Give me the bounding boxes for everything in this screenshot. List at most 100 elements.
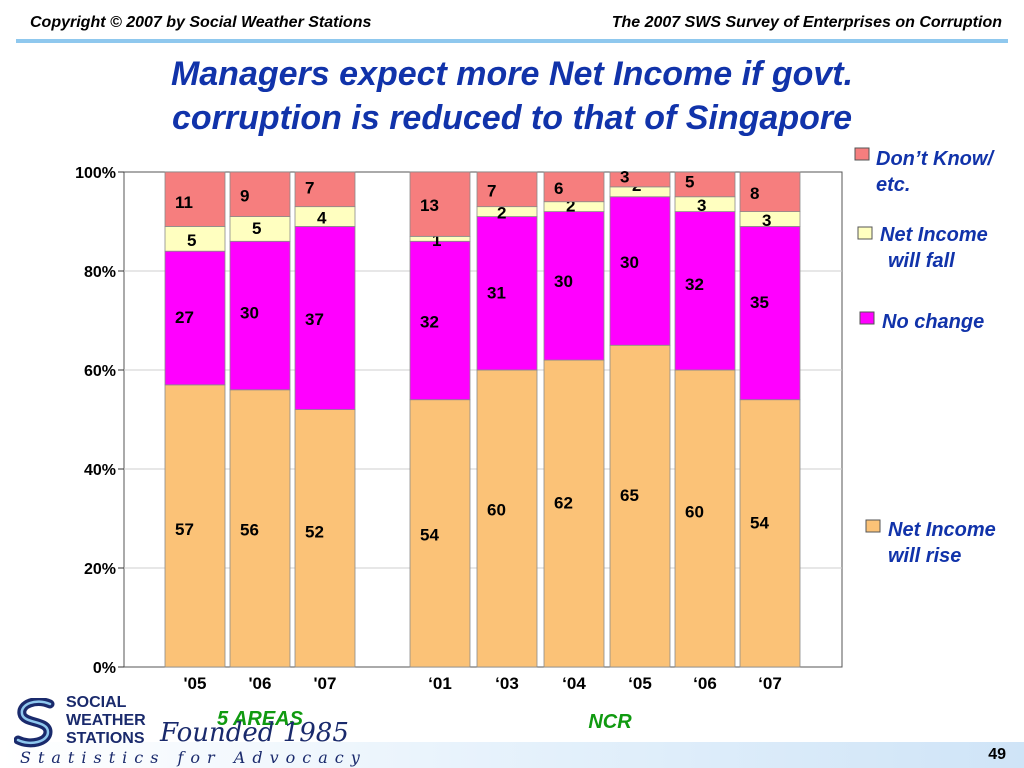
data-label: 52 [305,522,324,541]
data-label: 3 [620,167,629,186]
y-tick-label: 100% [75,165,116,182]
bar-segment [294,226,356,410]
page-number: 49 [988,746,1006,763]
bar-segment [543,359,605,668]
y-tick-label: 60% [84,363,116,380]
legend-label-line-1: Net Income [888,519,996,541]
legend-swatch [865,519,881,533]
data-label: 27 [175,308,194,327]
data-label: 57 [175,520,194,539]
slide-title: Managers expect more Net Income if govt.… [0,52,1024,140]
data-label: 4 [317,209,327,228]
legend-label-line-2: etc. [876,174,911,196]
bar-segment [476,216,538,371]
bar-segment [476,206,538,217]
logo-line-3: STATIONS [66,730,145,747]
data-label: 9 [240,186,249,205]
legend-label-line-1: Net Income [880,224,988,246]
data-label: 30 [620,253,639,272]
data-label: 5 [187,231,196,250]
bar-segment [609,344,671,668]
bar-segment [609,171,671,188]
bar-segment [164,250,226,386]
x-tick-label: ‘07 [758,674,782,693]
data-label: 3 [697,196,706,215]
x-tick-label: ‘05 [628,674,652,693]
bar-segment [476,171,538,208]
legend-label-line-2: will fall [888,250,955,272]
data-label: 7 [305,178,314,197]
data-label: 13 [420,196,439,215]
legend-swatch [857,226,873,240]
legend-label-line-2: will rise [888,545,962,567]
bar-segment [543,211,605,361]
bar-segment [294,171,356,208]
bar-segment [409,171,471,237]
x-tick-label: ‘06 [693,674,717,693]
data-label: 11 [175,193,193,212]
legend-label-line-1: No change [882,311,985,333]
legend-label: Net Income will rise [888,517,996,569]
bar-segment [409,240,471,401]
bar-segment [164,171,226,227]
title-line-1: Managers expect more Net Income if govt. [170,55,854,93]
bar-segment [164,226,226,252]
data-label: 6 [554,179,563,198]
bar-segment [739,226,801,401]
data-label: 60 [487,501,506,520]
bar-segment [229,240,291,391]
bar-segment [609,196,671,346]
y-tick-label: 80% [84,264,116,281]
top-bar: Copyright © 2007 by Social Weather Stati… [0,0,1024,46]
logo-line-2: WEATHER [66,712,146,729]
bar-segment [476,369,538,668]
data-label: 30 [554,272,573,291]
data-label: 30 [240,304,259,323]
data-label: 56 [240,520,259,539]
x-tick-label: ‘01 [428,674,452,693]
data-label: 2 [497,204,506,223]
y-tick-label: 20% [84,561,116,578]
x-tick-label: '06 [249,674,272,693]
logo-line-1: SOCIAL [66,694,127,711]
data-label: 5 [685,172,694,191]
data-label: 32 [420,313,439,332]
title-line-2: corruption is reduced to that of Singapo… [171,99,853,137]
bar-segment [229,389,291,668]
tagline: Statistics for Advocacy [20,748,367,767]
legend-label: No change [882,309,984,335]
founded-text: Founded 1985 [160,718,349,748]
data-label: 3 [762,211,771,230]
data-label: 5 [252,219,261,238]
bar-segment [739,399,801,668]
x-tick-label: ‘03 [495,674,519,693]
footer: SOCIAL WEATHER STATIONS Founded 1985 Sta… [0,690,1024,768]
bar-segment [229,171,291,217]
data-label: 7 [487,181,496,200]
footer-band [0,742,1024,768]
survey-title: The 2007 SWS Survey of Enterprises on Co… [611,14,1002,31]
y-tick-label: 40% [84,462,116,479]
bar-segment [674,211,736,371]
data-label: 8 [750,184,759,203]
legend-label: Net Income will fall [880,222,988,274]
data-label: 1 [432,231,441,250]
x-tick-label: ‘04 [562,674,586,693]
bar-segment [543,171,605,203]
group-label-5-areas: 5 AREAS [217,708,304,730]
data-label: 62 [554,494,573,513]
group-label-ncr: NCR [588,711,632,733]
data-label: 60 [685,503,704,522]
x-tick-label: '07 [314,674,337,693]
legend-swatch [854,147,870,161]
bar-segment [229,216,291,242]
data-label: 2 [566,197,575,216]
bar-segment [674,369,736,668]
data-label: 31 [487,283,506,302]
header-rule [16,39,1008,43]
x-tick-label: '05 [184,674,207,693]
legend-label-line-1: Don’t Know/ [876,148,994,170]
sws-logo-icon [14,698,55,748]
data-label: 32 [685,275,704,294]
copyright-text: Copyright © 2007 by Social Weather Stati… [30,14,372,31]
